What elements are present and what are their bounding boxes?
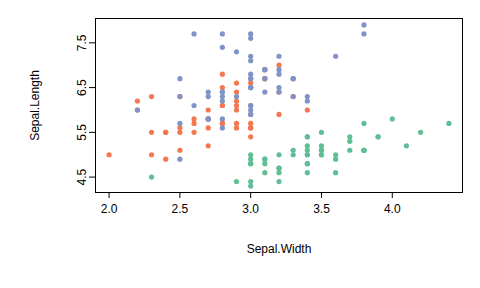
svg-text:3.0: 3.0: [242, 202, 259, 216]
svg-text:7.5: 7.5: [75, 34, 89, 51]
svg-text:Sepal.Length: Sepal.Length: [28, 70, 42, 141]
svg-text:6.5: 6.5: [75, 79, 89, 96]
svg-text:5.5: 5.5: [75, 124, 89, 141]
svg-text:3.5: 3.5: [313, 202, 330, 216]
svg-text:2.5: 2.5: [172, 202, 189, 216]
svg-text:4.0: 4.0: [384, 202, 401, 216]
svg-text:2.0: 2.0: [101, 202, 118, 216]
svg-text:Sepal.Width: Sepal.Width: [247, 242, 312, 256]
svg-text:4.5: 4.5: [75, 168, 89, 185]
